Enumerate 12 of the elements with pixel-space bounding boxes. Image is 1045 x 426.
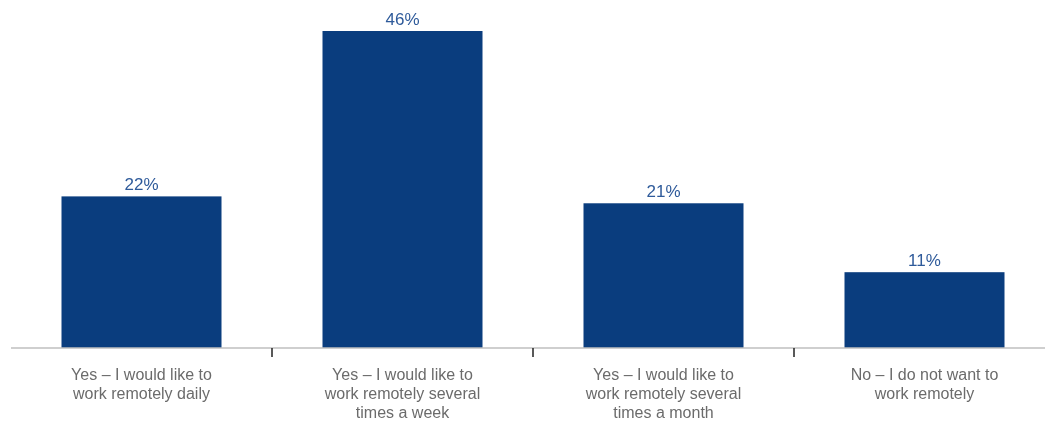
x-tick-label: Yes – I would like to work remotely several times a week — [323, 366, 481, 421]
x-tick-label: No – I do not want to work remotely — [850, 366, 999, 402]
x-tick-label: Yes – I would like to work remotely several times a month — [584, 366, 742, 421]
bar — [322, 31, 483, 348]
data-label: 21% — [646, 182, 681, 202]
data-label: 46% — [385, 10, 420, 29]
x-tick-label: Yes – I would like to work remotely daily — [71, 366, 213, 402]
data-label: 11% — [908, 251, 941, 271]
bar — [583, 203, 744, 348]
bar — [61, 196, 222, 348]
bar — [844, 272, 1005, 348]
data-label: 22% — [124, 175, 159, 195]
